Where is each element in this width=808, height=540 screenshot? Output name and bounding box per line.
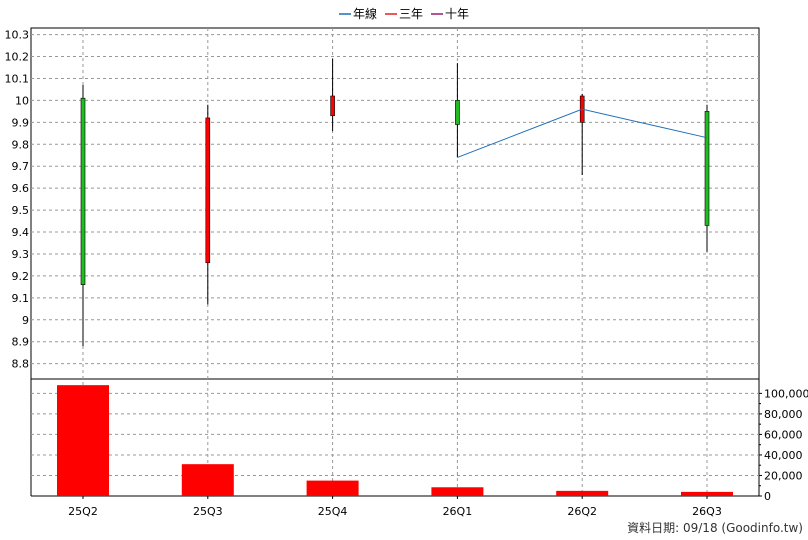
- volume-bar: [57, 385, 109, 496]
- price-tick-label: 9.2: [12, 270, 30, 283]
- series-line: [457, 108, 708, 158]
- price-tick-label: 8.9: [12, 336, 30, 349]
- price-tick-label: 8.8: [12, 358, 30, 371]
- x-axis: 25Q2 25Q3 25Q4 26Q1 26Q2 26Q3: [68, 496, 722, 518]
- volume-panel: 0 20,000 40,000 60,000 80,000 100,000: [30, 379, 808, 503]
- volume-bar: [431, 487, 484, 496]
- price-grid: [31, 28, 759, 496]
- volume-grid: [31, 392, 759, 476]
- price-tick-label: 9.4: [12, 226, 30, 239]
- moving-average-lines: [457, 108, 708, 158]
- volume-tick-label: 0: [764, 490, 771, 503]
- volume-bar: [556, 490, 609, 496]
- volume-tick-label: 100,000: [764, 387, 808, 400]
- volume-tick-label: 60,000: [764, 428, 803, 441]
- volume-tick-label: 40,000: [764, 449, 803, 462]
- price-tick-label: 9: [22, 314, 29, 327]
- price-y-axis: 8.8 8.9 9 9.1 9.2 9.3 9.4 9.5 9.6 9.7 9.8 9.9 10 10.1…: [5, 29, 30, 371]
- volume-tick-label: 80,000: [764, 408, 803, 421]
- legend: 年線 三年 十年: [339, 6, 469, 21]
- price-panel: 8.8 8.9 9 9.1 9.2 9.3 9.4 9.5 9.6 9.7 9.8 9.9 10 10.1…: [5, 27, 760, 496]
- candle-body: [330, 95, 335, 117]
- volume-bar: [306, 480, 359, 496]
- legend-label-ten-year: 十年: [445, 7, 469, 21]
- candle-body: [704, 111, 710, 226]
- x-tick-label: 25Q4: [318, 505, 348, 518]
- price-tick-label: 9.3: [12, 248, 30, 261]
- price-tick-label: 9.7: [12, 160, 30, 173]
- x-tick-label: 26Q2: [567, 505, 597, 518]
- x-tick-label: 26Q3: [692, 505, 722, 518]
- price-tick-label: 10.3: [5, 29, 30, 42]
- candles: [80, 58, 710, 347]
- x-tick-label: 26Q1: [443, 505, 473, 518]
- price-tick-label: 10.1: [5, 72, 30, 85]
- volume-y-axis: 0 20,000 40,000 60,000 80,000 100,000: [759, 387, 808, 503]
- price-tick-label: 10: [15, 94, 29, 107]
- price-tick-label: 9.6: [12, 182, 30, 195]
- volume-bar: [681, 491, 733, 496]
- volume-bars: [57, 385, 733, 496]
- x-tick-label: 25Q2: [68, 505, 98, 518]
- candle-body: [455, 100, 460, 125]
- candle-body: [205, 117, 211, 264]
- price-tick-label: 9.5: [12, 204, 30, 217]
- legend-label-three-year: 三年: [399, 7, 423, 21]
- price-plot-frame: [30, 27, 760, 380]
- price-tick-label: 9.8: [12, 138, 30, 151]
- price-tick-label: 9.1: [12, 292, 30, 305]
- price-tick-label: 10.2: [5, 51, 30, 64]
- footer-source: 資料日期: 09/18 (Goodinfo.tw): [627, 521, 803, 535]
- x-tick-label: 25Q3: [193, 505, 223, 518]
- volume-bar: [181, 464, 234, 496]
- candle-body: [80, 97, 86, 285]
- price-tick-label: 9.9: [12, 116, 30, 129]
- legend-label-annual: 年線: [353, 6, 377, 21]
- volume-tick-label: 20,000: [764, 469, 803, 482]
